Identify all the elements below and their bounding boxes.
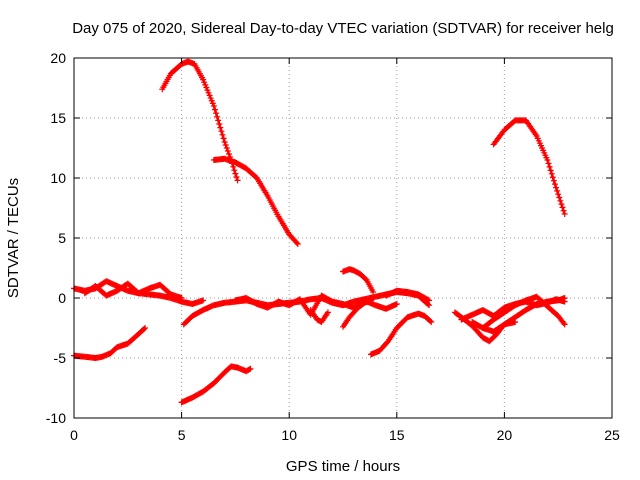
data-point (224, 148, 231, 154)
grid-layer (74, 58, 612, 418)
y-tick-label: 15 (50, 110, 66, 126)
data-point (213, 110, 220, 117)
x-tick-label: 20 (497, 427, 513, 443)
data-point (230, 163, 237, 170)
series-track-12 (383, 287, 433, 304)
chart-title: Day 075 of 2020, Sidereal Day-to-day VTE… (72, 20, 614, 37)
data-point (549, 174, 556, 181)
tick-layer: 0 5 10 15 20 25 -10 -5 0 5 10 15 20 (46, 50, 620, 443)
series-track-11 (367, 310, 435, 358)
x-tick-label: 5 (178, 427, 186, 443)
data-point (203, 84, 210, 91)
data-point (558, 201, 565, 208)
data-point (222, 142, 229, 148)
data-point (561, 211, 568, 217)
data-point (560, 207, 567, 214)
data-point (223, 145, 230, 151)
series-track-14 (178, 363, 254, 406)
data-point (207, 95, 214, 102)
data-point (218, 128, 225, 135)
data-point (217, 124, 224, 131)
series-track-1 (159, 58, 241, 184)
data-point (545, 160, 552, 167)
data-point (202, 81, 209, 88)
data-point (142, 325, 149, 331)
data-point (209, 100, 216, 107)
data-point (200, 76, 207, 83)
series-track-13 (71, 325, 149, 361)
data-point (294, 241, 301, 247)
x-axis-label: GPS time / hours (286, 458, 400, 475)
series-line (161, 60, 239, 181)
data-point (544, 157, 551, 163)
data-point (221, 139, 228, 145)
x-tick-label: 0 (70, 427, 78, 443)
x-tick-label: 25 (604, 427, 620, 443)
x-tick-label: 15 (389, 427, 405, 443)
data-point (556, 194, 563, 201)
y-axis-label: SDTVAR / TECUs (5, 178, 22, 298)
data-point (561, 321, 568, 328)
y-tick-label: 0 (58, 290, 66, 306)
data-point (557, 197, 564, 204)
data-point (554, 187, 561, 194)
data-point (293, 239, 300, 246)
x-tick-label: 10 (281, 427, 297, 443)
data-point (214, 113, 221, 120)
data-point (559, 204, 566, 211)
data-point (428, 319, 435, 325)
data-point (548, 170, 555, 177)
data-point (427, 318, 434, 324)
data-layer (71, 58, 568, 406)
series-track-8 (307, 307, 331, 325)
series-track-17 (479, 293, 568, 331)
data-point (215, 117, 222, 124)
data-point (546, 163, 553, 170)
y-tick-label: -10 (46, 410, 66, 426)
data-point (216, 121, 223, 127)
data-point (551, 181, 558, 188)
y-tick-label: -5 (54, 350, 67, 366)
data-point (210, 103, 217, 109)
data-point (219, 131, 226, 138)
y-tick-label: 5 (58, 230, 66, 246)
series-track-9 (340, 297, 374, 330)
series-track-2 (210, 155, 301, 247)
data-point (561, 295, 568, 301)
data-point (553, 184, 560, 191)
y-tick-label: 10 (50, 170, 66, 186)
data-point (205, 89, 212, 96)
data-point (550, 177, 557, 184)
data-point (393, 301, 400, 307)
data-point (370, 289, 377, 295)
data-point (208, 97, 215, 104)
data-point (206, 92, 213, 99)
data-point (555, 191, 562, 198)
data-point (200, 297, 207, 304)
data-point (178, 295, 185, 301)
series-track-3 (490, 117, 568, 217)
data-point (220, 135, 227, 142)
data-point (140, 326, 147, 332)
data-point (204, 87, 211, 94)
data-point (211, 106, 218, 113)
data-point (426, 297, 433, 304)
series-track-10 (340, 266, 377, 295)
data-point (201, 79, 208, 86)
data-point (231, 167, 238, 174)
data-point (233, 174, 240, 180)
data-point (225, 151, 232, 157)
data-point (367, 297, 374, 304)
data-point (234, 177, 241, 184)
data-point (547, 167, 554, 174)
data-point (324, 309, 331, 316)
y-tick-label: 20 (50, 50, 66, 66)
data-point (247, 365, 254, 372)
series-track-5 (81, 280, 185, 301)
series-track-18 (469, 295, 568, 335)
data-point (232, 170, 239, 177)
